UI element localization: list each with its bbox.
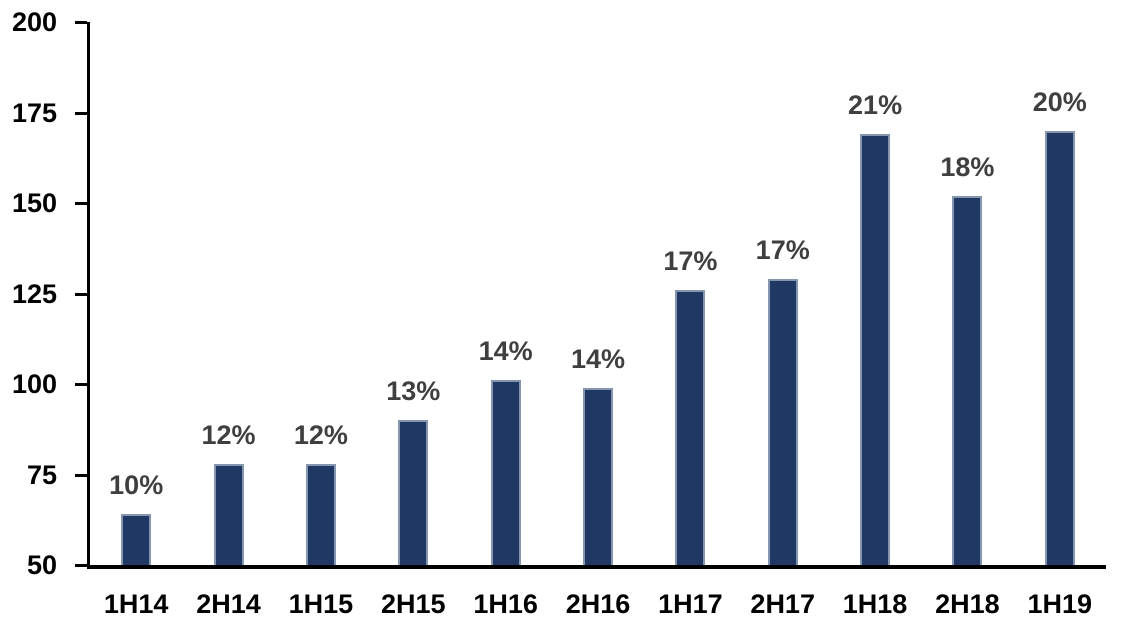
x-axis-labels: 1H14 2H14 1H15 2H15 1H16 2H16 1H17 2H17 1H18 2H18… [90,589,1106,620]
bar-value-label: 10% [109,470,164,501]
y-axis-tick-label: 75 [26,459,57,490]
bar-band-1H14: 10% [90,22,182,565]
x-axis-label: 2H17 [750,589,815,619]
x-axis-label: 1H19 [1027,589,1093,619]
y-axis-tick [75,202,87,205]
bar-value-label: 12% [201,419,256,450]
bar-value-label: 14% [570,343,625,374]
x-axis-label: 2H16 [565,589,631,619]
x-axis-label: 2H15 [380,589,446,619]
bar-band-2H17: 17% [737,22,829,565]
bar-value-label: 18% [940,151,995,182]
bar-band-1H15: 12% [275,22,367,565]
bar [767,279,798,565]
bar-band-2H14: 12% [182,22,274,565]
bar-band-1H18: 21% [829,22,921,565]
bar-band-1H16: 14% [459,22,551,565]
x-axis-label: 1H17 [658,589,723,619]
x-axis-label: 2H14 [196,589,261,619]
y-axis-tick-label: 200 [11,7,57,37]
bar-value-label: 17% [663,245,718,276]
x-axis-label: 2H18 [935,589,1000,619]
bar-band-2H16: 14% [552,22,644,565]
x-axis-label: 1H14 [103,589,169,619]
bar-value-label: 14% [478,336,533,367]
plot-area: 50 75 100 125 150 175 200 10% 12% 12% 13% 14% 14% 17… [12,7,1106,619]
bar-value-label: 20% [1032,86,1087,117]
bar [490,380,521,565]
bar-band-2H15: 13% [367,22,459,565]
bar [582,387,613,565]
y-axis-tick [75,21,87,24]
x-axis-label: 1H15 [288,589,354,619]
bar-value-label: 21% [848,90,903,121]
bar [121,514,152,565]
bar-band-1H17: 17% [644,22,736,565]
y-axis-tick [75,473,87,477]
y-axis-tick-label: 125 [11,278,57,309]
bar [1044,130,1075,565]
y-axis-tick-label: 175 [11,97,57,128]
bar-band-2H18: 18% [921,22,1013,565]
bar-series: 10% 12% 12% 13% 14% 14% 17% 17% 21% 18% 20% [90,22,1106,565]
y-axis-tick [75,292,87,296]
y-axis-tick-label: 150 [11,188,57,218]
bar-value-label: 17% [755,235,810,265]
y-axis-tick [75,564,87,567]
y-axis-tick-label: 100 [11,369,57,399]
bar [675,289,706,565]
bar [860,134,891,565]
bar [305,463,336,565]
y-axis-tick [75,383,87,386]
x-axis-label: 1H16 [473,589,538,619]
bar [213,463,244,565]
bar-value-label: 13% [386,376,441,407]
bar-value-label: 12% [293,419,348,450]
bar-band-1H19: 20% [1014,22,1106,565]
bar [952,195,983,565]
x-axis-label: 1H18 [842,589,908,619]
y-axis-tick [75,111,87,115]
bar [398,420,429,565]
y-axis-tick-label: 50 [26,550,57,580]
